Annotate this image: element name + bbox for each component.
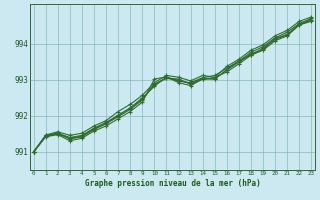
X-axis label: Graphe pression niveau de la mer (hPa): Graphe pression niveau de la mer (hPa) xyxy=(84,179,260,188)
